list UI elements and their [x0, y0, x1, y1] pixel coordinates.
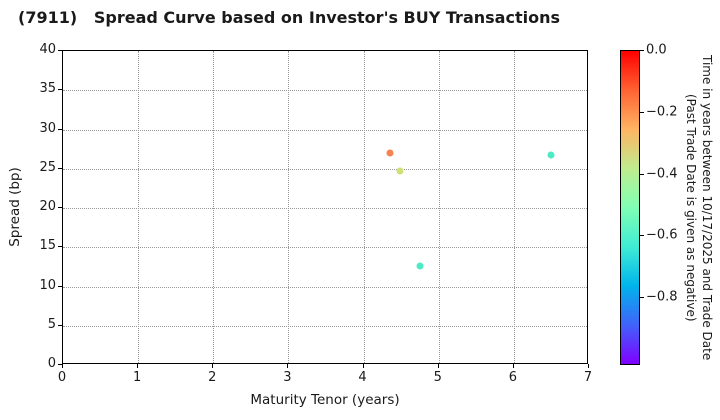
x-tick	[137, 364, 139, 368]
x-tick-label: 2	[208, 370, 217, 385]
y-tick	[58, 246, 62, 248]
y-tick	[58, 207, 62, 208]
x-tick-label: 4	[358, 370, 367, 385]
colorbar-tick-label: −0.2	[646, 104, 678, 120]
y-gridline	[63, 247, 587, 249]
y-tick-label: 0	[47, 356, 56, 371]
colorbar-tick	[640, 111, 644, 113]
x-tick-label: 0	[57, 370, 67, 385]
colorbar-label: Time in years between 10/17/2025 and Tra…	[683, 43, 715, 373]
x-tick	[588, 364, 589, 368]
data-point	[547, 151, 555, 159]
x-tick	[287, 364, 289, 368]
x-tick	[62, 364, 63, 368]
y-axis-label: Spread (bp)	[7, 167, 23, 247]
y-tick-label: 10	[39, 277, 56, 293]
x-tick-label: 3	[283, 370, 292, 385]
y-tick-label: 5	[47, 316, 56, 332]
x-tick	[512, 364, 514, 368]
y-tick	[58, 128, 62, 130]
y-tick-label: 15	[39, 238, 56, 254]
y-tick-label: 30	[39, 120, 56, 136]
plot-area	[62, 50, 588, 364]
x-gridline	[288, 51, 290, 363]
x-gridline	[513, 51, 515, 363]
colorbar-tick	[640, 173, 644, 175]
y-tick-label: 40	[39, 42, 56, 57]
x-tick-label: 7	[583, 370, 593, 385]
y-tick-label: 25	[39, 159, 56, 175]
y-tick-label: 20	[39, 199, 56, 214]
y-gridline	[63, 208, 587, 209]
data-point	[396, 167, 404, 175]
y-gridline	[63, 286, 587, 288]
x-tick	[362, 364, 364, 368]
x-axis-label: Maturity Tenor (years)	[250, 392, 400, 408]
y-gridline	[63, 90, 587, 92]
x-gridline	[363, 51, 365, 363]
chart-title: (7911) Spread Curve based on Investor's …	[18, 8, 560, 27]
x-tick	[437, 364, 439, 368]
colorbar-tick-label: −0.4	[646, 166, 678, 182]
x-tick-label: 5	[433, 370, 442, 385]
colorbar-tick	[640, 297, 644, 299]
colorbar-label-line2: (Past Trade Date is given as negative)	[684, 94, 698, 322]
data-point	[416, 262, 424, 270]
y-tick	[58, 324, 62, 326]
y-gridline	[63, 325, 587, 327]
colorbar-tick	[640, 235, 644, 237]
x-gridline	[138, 51, 140, 363]
colorbar-label-line1: Time in years between 10/17/2025 and Tra…	[700, 55, 714, 361]
x-gridline	[213, 51, 215, 363]
y-gridline	[63, 129, 587, 131]
y-tick	[58, 364, 62, 365]
data-point	[386, 149, 394, 157]
colorbar-tick-label: −0.6	[646, 227, 678, 243]
colorbar-tick-label: 0.0	[646, 42, 667, 58]
y-tick	[58, 285, 62, 287]
x-tick	[212, 364, 214, 368]
y-tick	[58, 167, 62, 169]
x-tick-label: 1	[133, 370, 142, 385]
colorbar-tick-label: −0.8	[646, 289, 678, 305]
y-tick	[58, 89, 62, 91]
x-tick-label: 6	[508, 370, 517, 385]
colorbar-gradient	[620, 50, 640, 365]
y-gridline	[63, 168, 587, 170]
y-tick-label: 35	[39, 81, 56, 97]
y-tick	[58, 50, 62, 51]
x-gridline	[438, 51, 440, 363]
colorbar-tick	[640, 50, 644, 51]
